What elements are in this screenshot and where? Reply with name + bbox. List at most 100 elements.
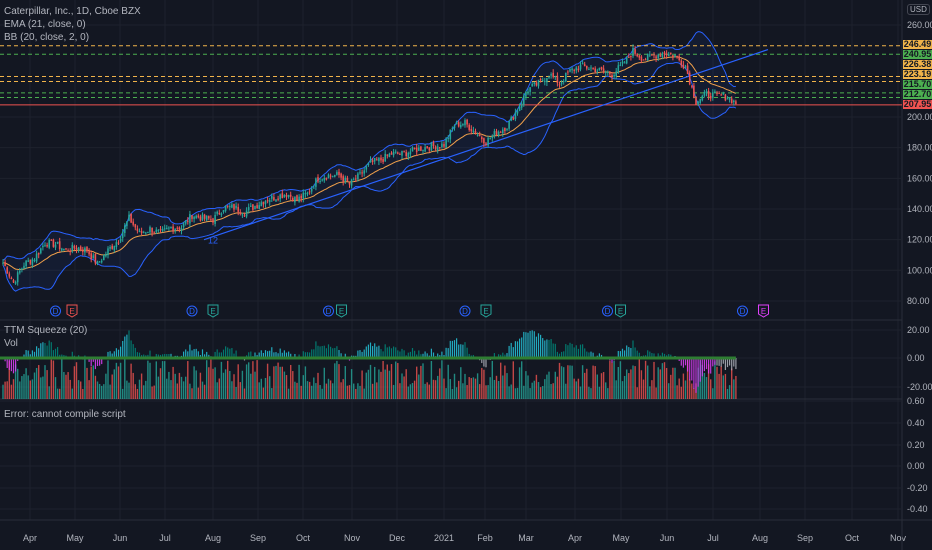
squeeze-histogram-bar [183, 351, 185, 358]
volume-bar [382, 360, 384, 399]
volume-bar [59, 388, 61, 399]
candle-body [92, 255, 95, 259]
volume-bar [195, 370, 197, 399]
squeeze-histogram-bar [565, 344, 567, 358]
squeeze-histogram-bar [561, 351, 563, 358]
candle-body [523, 95, 525, 105]
candle-body [409, 151, 412, 155]
squeeze-histogram-bar [651, 353, 653, 358]
volume-bar [594, 366, 596, 399]
dividend-marker-label: D [605, 307, 611, 316]
candle-body [701, 95, 704, 101]
candle-body [71, 244, 74, 251]
volume-bar [579, 386, 582, 399]
volume-bar [273, 366, 275, 399]
volume-bar [703, 372, 706, 399]
volume-bar [577, 378, 580, 399]
candle-body [48, 239, 50, 248]
squeeze-histogram-bar [52, 350, 54, 358]
squeeze-histogram-bar [409, 351, 411, 358]
squeeze-histogram-bar [708, 358, 710, 374]
squeeze-histogram-bar [579, 344, 582, 358]
volume-bar [422, 363, 424, 399]
candle-body [369, 159, 372, 163]
candle-body [646, 53, 649, 61]
candle-body [178, 227, 181, 230]
candle-body [420, 146, 422, 151]
vol-title[interactable]: Vol [4, 338, 18, 349]
squeeze-histogram-bar [544, 340, 546, 358]
candle-body [275, 199, 277, 202]
squeeze-histogram-bar [4, 358, 6, 362]
volume-bar [283, 371, 286, 399]
volume-bar [451, 388, 454, 399]
volume-bar [245, 364, 248, 399]
candle-body [371, 160, 374, 163]
volume-bar [25, 368, 27, 399]
candle-body [184, 220, 187, 224]
volume-bar [590, 388, 592, 399]
candle-body [487, 137, 489, 146]
volume-bar [33, 372, 36, 399]
volume-bar [149, 362, 151, 399]
candle-body [384, 153, 386, 162]
candle-body [670, 52, 672, 54]
squeeze-histogram-bar [315, 341, 317, 358]
volume-bar [321, 388, 323, 399]
candle-body [422, 149, 424, 151]
candle-body [443, 144, 445, 147]
candle-body [231, 204, 233, 208]
volume-bar [573, 378, 575, 399]
x-tick-label: 2021 [434, 533, 454, 543]
squeeze-histogram-bar [367, 344, 369, 358]
squeeze-histogram-bar [332, 348, 334, 358]
candle-body [657, 54, 659, 59]
candle-body [415, 147, 418, 153]
squeeze-histogram-bar [636, 350, 638, 358]
squeeze-histogram-bar [376, 346, 378, 358]
candle-body [21, 268, 23, 270]
squeeze-histogram-bar [682, 358, 684, 368]
volume-bar [44, 365, 46, 399]
squeeze-histogram-bar [535, 336, 537, 358]
volume-bar [676, 385, 678, 399]
volume-bar [332, 383, 334, 399]
squeeze-histogram-bar [138, 352, 141, 358]
squeeze-histogram-bar [15, 358, 17, 372]
candle-body [615, 71, 617, 77]
ema-legend[interactable]: EMA (21, close, 0) [4, 19, 86, 30]
squeeze-histogram-bar [193, 349, 195, 358]
bb-legend[interactable]: BB (20, close, 2, 0) [4, 32, 90, 43]
currency-label[interactable]: USD [907, 4, 930, 15]
volume-bar [271, 388, 273, 399]
candle-body [325, 177, 328, 180]
squeeze-histogram-bar [504, 354, 506, 358]
squeeze-histogram-bar [285, 352, 288, 358]
volume-bar [495, 375, 498, 399]
candle-body [436, 146, 439, 151]
candle-body [403, 151, 405, 153]
volume-bar [552, 383, 554, 399]
volume-bar [155, 361, 157, 399]
volume-bar [674, 367, 676, 399]
squeeze-histogram-bar [661, 352, 663, 358]
y-tick-label: 80.00 [907, 296, 930, 306]
volume-bar [105, 373, 107, 399]
candle-body [159, 228, 162, 230]
volume-bar [302, 375, 304, 399]
squeeze-histogram-bar [731, 358, 733, 371]
volume-bar [325, 383, 328, 399]
volume-bar [170, 380, 172, 399]
squeeze-title[interactable]: TTM Squeeze (20) [4, 325, 88, 336]
candle-body [651, 54, 653, 56]
candle-body [161, 229, 164, 232]
squeeze-histogram-bar [6, 358, 8, 368]
volume-bar [10, 384, 13, 399]
volume-bar [176, 383, 178, 399]
volume-bar [630, 369, 632, 399]
candle-body [472, 130, 475, 133]
volume-bar [300, 385, 302, 399]
volume-bar [189, 383, 191, 399]
candle-body [691, 85, 693, 87]
